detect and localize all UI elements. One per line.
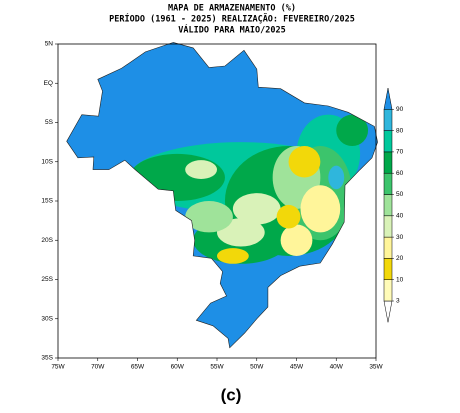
x-tick-label: 70W bbox=[91, 364, 105, 371]
field bbox=[129, 114, 369, 264]
storage-region bbox=[217, 248, 249, 264]
y-tick-label: 35S bbox=[41, 355, 53, 362]
colorbar-label: 60 bbox=[396, 170, 404, 177]
country-border bbox=[66, 42, 378, 349]
colorbar-segment bbox=[383, 236, 393, 259]
colorbar-segment bbox=[383, 215, 393, 238]
title-line: VÁLIDO PARA MAIO/2025 bbox=[178, 24, 285, 36]
colorbar-label: 90 bbox=[396, 106, 404, 113]
colorbar-label: 3 bbox=[396, 298, 400, 305]
storage-region bbox=[328, 165, 345, 190]
y-tick-label: 10S bbox=[41, 158, 53, 165]
y-tick-label: 30S bbox=[41, 315, 53, 322]
y-tick-label: 20S bbox=[41, 237, 53, 244]
storage-region bbox=[336, 114, 369, 147]
colorbar-segment bbox=[383, 130, 393, 153]
colorbar-label: 80 bbox=[396, 127, 404, 134]
y-tick-label: 5N bbox=[45, 41, 54, 48]
storage-region bbox=[276, 204, 301, 229]
colorbar-segment bbox=[383, 109, 393, 131]
x-tick-label: 65W bbox=[131, 364, 145, 371]
y-tick-label: 15S bbox=[41, 198, 53, 205]
colorbar-label: 70 bbox=[396, 149, 404, 156]
x-tick-label: 40W bbox=[330, 364, 344, 371]
colorbar-segment bbox=[383, 258, 393, 280]
map-area bbox=[66, 42, 378, 349]
colorbar-label: 10 bbox=[396, 276, 404, 283]
colorbar-label: 50 bbox=[396, 191, 404, 198]
x-tick-label: 50W bbox=[250, 364, 264, 371]
x-tick-label: 55W bbox=[210, 364, 224, 371]
colorbar-segment bbox=[383, 151, 393, 174]
storage-region bbox=[280, 224, 313, 256]
storage-region bbox=[129, 153, 225, 201]
x-tick-label: 45W bbox=[290, 364, 304, 371]
colorbar-segment bbox=[383, 172, 393, 195]
title-line: MAPA DE ARMAZENAMENTO (%) bbox=[168, 4, 296, 14]
x-tick-label: 75W bbox=[51, 364, 65, 371]
y-tick-label: EQ bbox=[44, 80, 53, 87]
x-tick-label: 35W bbox=[369, 364, 383, 371]
colorbar-segment bbox=[383, 279, 393, 302]
colorbar-label: 40 bbox=[396, 213, 404, 220]
storage-region bbox=[232, 193, 281, 225]
colorbar-arrow bbox=[383, 87, 393, 110]
colorbar-label: 20 bbox=[396, 255, 404, 262]
colorbar-segment bbox=[383, 194, 393, 217]
storage-region bbox=[300, 185, 341, 233]
storage-region bbox=[185, 160, 218, 180]
storage-region bbox=[288, 146, 321, 178]
y-tick-label: 25S bbox=[41, 276, 53, 283]
storage-region bbox=[185, 201, 233, 233]
y-tick-label: 5S bbox=[45, 119, 54, 126]
colorbar-arrow bbox=[383, 300, 393, 323]
colorbar-label: 30 bbox=[396, 234, 404, 241]
title-line: PERÍODO (1961 - 2025) REALIZAÇÃO: FEVERE… bbox=[109, 13, 355, 25]
caption: (c) bbox=[221, 385, 242, 404]
x-tick-label: 60W bbox=[171, 364, 185, 371]
